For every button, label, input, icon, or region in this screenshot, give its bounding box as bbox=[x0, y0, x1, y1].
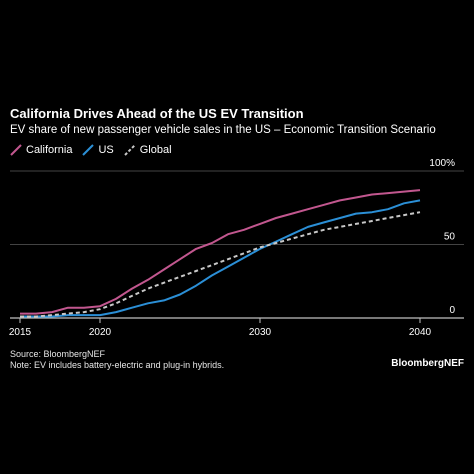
source-note: Source: BloombergNEF bbox=[10, 349, 106, 359]
ev-definition-note: Note: EV includes battery-electric and p… bbox=[10, 360, 225, 370]
legend-swatch-us-icon bbox=[82, 144, 95, 156]
chart-subtitle: EV share of new passenger vehicle sales … bbox=[10, 124, 436, 136]
legend-label-us: US bbox=[98, 144, 114, 156]
legend: California US Global bbox=[10, 144, 172, 156]
legend-item-global: Global bbox=[124, 144, 172, 156]
legend-item-california: California bbox=[10, 144, 72, 156]
x-tick-label: 2020 bbox=[89, 327, 112, 338]
x-tick-label: 2040 bbox=[409, 327, 432, 338]
x-tick-label: 2030 bbox=[249, 327, 272, 338]
series-line-global bbox=[20, 211, 421, 318]
series-line-us bbox=[20, 199, 421, 318]
legend-label-california: California bbox=[26, 144, 73, 156]
footer: Source: BloombergNEF Note: EV includes b… bbox=[10, 349, 224, 371]
legend-swatch-california-icon bbox=[10, 144, 22, 156]
y-tick-label: 50 bbox=[444, 232, 456, 243]
legend-swatch-global-icon bbox=[124, 144, 136, 156]
legend-item-us: US bbox=[82, 144, 114, 156]
series-line-california bbox=[20, 189, 421, 315]
brand-logo: BloombergNEF bbox=[391, 358, 464, 369]
x-tick-label: 2015 bbox=[9, 327, 32, 338]
legend-label-global: Global bbox=[139, 144, 172, 156]
y-tick-label: 0 bbox=[449, 305, 455, 316]
chart-title: California Drives Ahead of the US EV Tra… bbox=[10, 106, 304, 121]
y-tick-label: 100% bbox=[429, 158, 455, 169]
